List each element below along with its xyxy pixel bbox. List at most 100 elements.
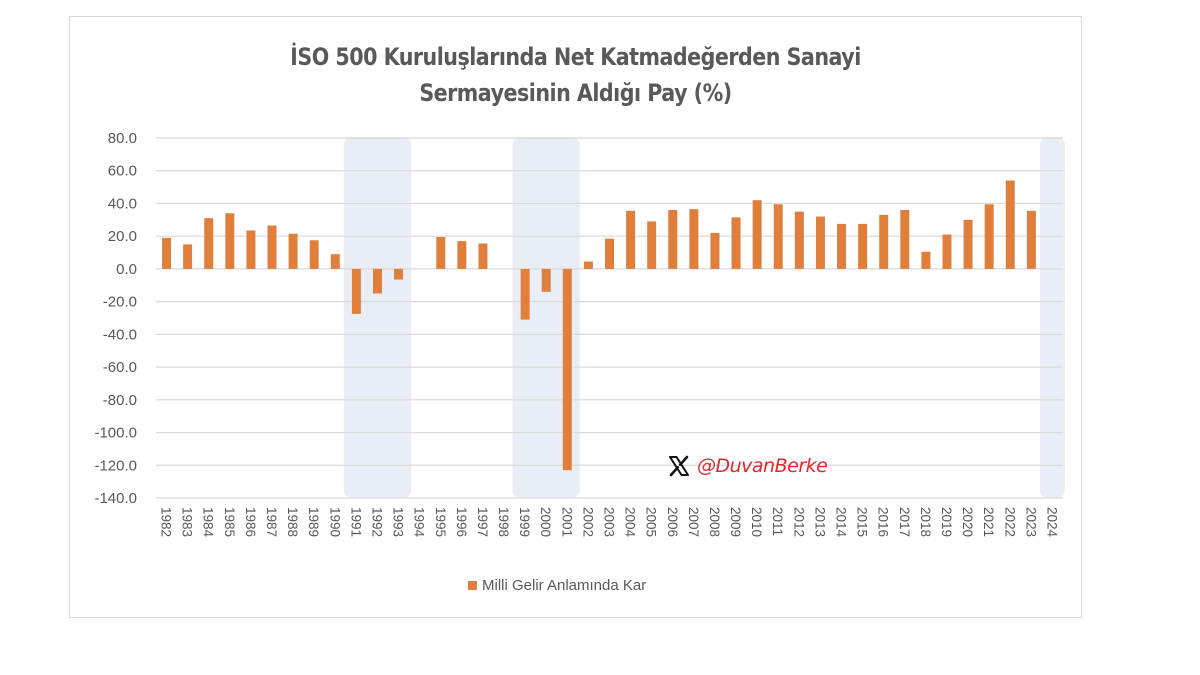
x-tick-label: 2003 — [602, 507, 617, 537]
chart-title-line-1: İSO 500 Kuruluşlarında Net Katmadeğerden… — [290, 43, 861, 71]
legend-swatch — [468, 581, 477, 590]
x-tick-label: 1985 — [222, 507, 237, 537]
y-tick-label: 80.0 — [108, 130, 137, 147]
x-tick-label: 2013 — [812, 507, 827, 537]
x-tick-label: 2011 — [770, 507, 785, 536]
bar-2014 — [837, 223, 847, 269]
x-tick-label: 1995 — [433, 507, 448, 537]
bar-1990 — [330, 254, 340, 269]
y-tick-label: -80.0 — [103, 392, 137, 409]
x-tick-label: 1982 — [159, 507, 174, 537]
shaded-period-1991-1993 — [343, 137, 412, 498]
y-tick-label: 20.0 — [108, 228, 137, 245]
bar-2010 — [752, 200, 762, 269]
bar-2012 — [794, 211, 804, 269]
x-tick-label: 2010 — [749, 507, 764, 537]
chart-legend: Milli Gelir Anlamında Kar — [468, 577, 646, 594]
y-tick-label: -100.0 — [94, 425, 137, 442]
x-tick-label: 2015 — [855, 507, 870, 537]
y-tick-label: 60.0 — [108, 163, 137, 180]
x-tick-label: 2012 — [791, 507, 806, 537]
legend-label: Milli Gelir Anlamında Kar — [482, 577, 647, 594]
bar-1991 — [351, 268, 361, 314]
shaded-regions — [343, 137, 1065, 498]
bar-1988 — [288, 233, 298, 269]
y-tick-label: -20.0 — [103, 294, 137, 311]
bar-2013 — [815, 216, 825, 269]
x-tick-label: 2016 — [876, 507, 891, 537]
x-tick-label: 1998 — [496, 507, 511, 537]
bar-1993 — [394, 268, 404, 280]
x-tick-label: 1993 — [391, 507, 406, 537]
bar-1996 — [457, 241, 467, 269]
x-tick-label: 1990 — [327, 507, 342, 537]
x-tick-label: 2022 — [1002, 507, 1017, 537]
y-tick-label: -120.0 — [94, 457, 137, 474]
bar-2011 — [773, 204, 783, 269]
bar-2022 — [1005, 180, 1015, 269]
x-tick-label: 2008 — [707, 507, 722, 537]
bar-2000 — [541, 268, 551, 292]
x-tick-label: 2020 — [960, 507, 975, 537]
bar-2005 — [647, 221, 657, 269]
x-tick-label: 1987 — [264, 507, 279, 537]
x-tick-label: 1989 — [306, 507, 321, 537]
x-tick-label: 1996 — [454, 507, 469, 537]
x-tick-label: 2000 — [538, 507, 553, 537]
x-logo-icon — [669, 455, 689, 477]
bar-2019 — [942, 234, 952, 269]
x-tick-label: 1992 — [369, 507, 384, 537]
bar-2009 — [731, 217, 741, 269]
y-tick-label: 40.0 — [108, 195, 137, 212]
x-tick-label: 1986 — [243, 507, 258, 537]
bar-1995 — [436, 237, 446, 269]
watermark-handle: @DuvanBerke — [697, 455, 828, 477]
y-axis-labels: 80.0 60.0 40.0 20.0 0.0 -20.0 -40.0 -60.0 -80.0 -… — [94, 130, 137, 507]
bar-2002 — [583, 261, 593, 269]
shaded-period-2024-2024 — [1039, 137, 1065, 498]
y-tick-label: -60.0 — [103, 359, 137, 376]
x-tick-label: 2017 — [897, 507, 912, 537]
x-tick-label: 2004 — [623, 507, 638, 538]
x-tick-label: 2019 — [939, 507, 954, 537]
bar-2015 — [858, 223, 868, 269]
x-axis-labels: 1982 1983 1984 1985 1986 1987 1988 1989 1990 1991… — [159, 507, 1060, 538]
bars — [162, 180, 1036, 471]
bar-1987 — [267, 225, 277, 269]
x-tick-label: 2024 — [1044, 507, 1059, 538]
bar-1989 — [309, 240, 319, 269]
bar-2017 — [900, 210, 910, 269]
bar-1982 — [162, 237, 172, 269]
y-tick-label: -40.0 — [103, 326, 137, 343]
bar-1986 — [246, 230, 256, 269]
bar-2001 — [562, 268, 572, 471]
y-tick-label: 0.0 — [116, 261, 137, 278]
bar-2004 — [626, 210, 636, 269]
bar-1999 — [520, 268, 530, 320]
bar-2003 — [605, 238, 614, 269]
x-tick-label: 2002 — [580, 507, 595, 537]
gridlines — [156, 137, 1063, 499]
bar-2016 — [879, 214, 889, 269]
x-tick-label: 1988 — [285, 507, 300, 537]
x-tick-label: 2009 — [728, 507, 743, 537]
bar-2021 — [984, 204, 994, 269]
bar-1984 — [204, 218, 214, 269]
bar-1983 — [183, 244, 193, 269]
x-tick-label: 2006 — [665, 507, 680, 537]
x-tick-label: 1999 — [517, 507, 532, 537]
x-tick-label: 1994 — [412, 507, 427, 538]
x-tick-label: 1984 — [201, 507, 216, 538]
x-tick-label: 2023 — [1023, 507, 1038, 537]
y-tick-label: -140.0 — [94, 490, 137, 507]
x-tick-label: 1997 — [475, 507, 490, 537]
bar-2020 — [963, 219, 973, 269]
bar-2007 — [689, 209, 699, 269]
x-tick-label: 2005 — [644, 507, 659, 537]
watermark: @DuvanBerke — [667, 454, 828, 478]
x-tick-label: 1991 — [348, 507, 363, 537]
x-tick-label: 2007 — [686, 507, 701, 537]
x-tick-label: 2018 — [918, 507, 933, 537]
bar-2008 — [710, 232, 720, 269]
x-tick-label: 2014 — [834, 507, 849, 538]
